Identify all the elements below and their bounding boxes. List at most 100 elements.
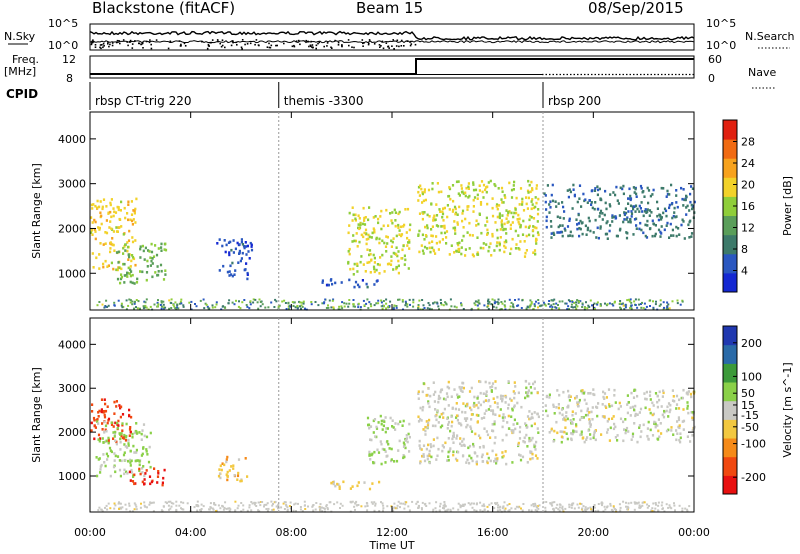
velocity-echo-cell (525, 391, 528, 394)
power-echo-cell (685, 194, 688, 198)
power-echo-cell (656, 214, 659, 218)
velocity-echo-cell (476, 421, 479, 424)
velocity-ground-cell (481, 510, 484, 513)
velocity-echo-cell (456, 459, 459, 462)
velocity-echo-cell (468, 454, 471, 458)
velocity-echo-cell (342, 480, 345, 484)
velocity-echo-cell (126, 472, 129, 475)
velocity-ground-cell (224, 501, 227, 504)
velocity-echo-cell (652, 404, 655, 407)
power-echo-cell (545, 215, 548, 219)
velocity-echo-cell (651, 434, 655, 437)
power-echo-cell (366, 261, 369, 264)
power-ground-cell (537, 299, 540, 301)
velocity-echo-cell (436, 436, 439, 440)
velocity-ground-cell (319, 509, 322, 512)
power-ground-cell (235, 299, 237, 302)
power-echo-cell (229, 264, 232, 268)
velocity-echo-cell (379, 440, 382, 443)
power-echo-cell (348, 211, 351, 215)
velocity-echo-cell (499, 397, 503, 400)
velocity-echo-cell (507, 380, 510, 383)
velocity-ground-cell (652, 502, 655, 505)
power-echo-cell (122, 246, 125, 250)
velocity-echo-cell (102, 453, 105, 456)
nsky-dot (127, 44, 129, 47)
velocity-echo-cell (380, 462, 383, 466)
velocity-echo-cell (519, 425, 522, 429)
power-ground-cell (493, 302, 496, 305)
power-echo-cell (580, 221, 583, 225)
velocity-y-tick-label: 1000 (58, 470, 86, 483)
velocity-echo-cell (682, 419, 686, 423)
velocity-echo-cell (444, 441, 447, 445)
power-ground-cell (589, 299, 592, 302)
power-echo-cell (99, 200, 102, 203)
velocity-echo-cell (527, 389, 530, 392)
velocity-echo-cell (575, 430, 578, 433)
power-ground-cell (231, 301, 234, 304)
velocity-echo-cell (485, 409, 488, 412)
power-echo-cell (604, 189, 607, 193)
nsky-dot (140, 43, 143, 46)
power-ground-cell (389, 300, 392, 303)
power-echo-cell (440, 231, 443, 235)
velocity-echo-cell (378, 480, 381, 484)
velocity-echo-cell (580, 409, 583, 413)
power-ground-cell (668, 307, 671, 310)
velocity-ground-cell (479, 509, 482, 512)
velocity-echo-cell (690, 395, 693, 399)
velocity-ground-cell (326, 508, 329, 511)
velocity-echo-cell (114, 439, 117, 442)
velocity-echo-cell (121, 429, 124, 432)
velocity-echo-cell (447, 380, 450, 384)
velocity-echo-cell (138, 463, 141, 467)
velocity-echo-cell (118, 459, 121, 462)
velocity-echo-cell (501, 394, 505, 398)
nsky-dot (236, 44, 238, 46)
power-echo-cell (623, 212, 626, 216)
x-tick-label: 00:00 (74, 526, 106, 539)
power-echo-cell (606, 220, 609, 223)
velocity-ground-cell (271, 504, 274, 507)
velocity-echo-cell (581, 437, 584, 440)
velocity-echo-cell (574, 412, 577, 415)
power-ground-cell (520, 307, 523, 309)
power-echo-cell (124, 249, 127, 252)
power-echo-cell (646, 186, 649, 190)
power-echo-cell (115, 251, 119, 254)
power-ground-cell (129, 299, 132, 302)
velocity-ground-cell (601, 504, 603, 507)
power-ground-cell (188, 301, 191, 304)
power-echo-cell (233, 273, 236, 276)
power-echo-cell (496, 228, 499, 232)
velocity-echo-cell (644, 406, 647, 410)
power-echo-cell (223, 239, 226, 242)
velocity-echo-cell (638, 424, 641, 427)
power-ground-cell (162, 300, 165, 303)
power-echo-cell (505, 217, 508, 220)
velocity-echo-cell (657, 438, 660, 441)
power-echo-cell (500, 198, 503, 201)
velocity-ground-cell (544, 506, 547, 509)
power-echo-cell (392, 251, 395, 255)
nsky-dot (385, 42, 388, 44)
velocity-echo-cell (349, 487, 352, 490)
velocity-echo-cell (100, 410, 103, 414)
power-ground-cell (551, 306, 554, 309)
velocity-echo-cell (424, 425, 427, 429)
velocity-echo-cell (104, 428, 107, 432)
velocity-echo-cell (432, 438, 435, 441)
velocity-echo-cell (128, 408, 131, 412)
power-echo-cell (515, 211, 518, 215)
velocity-echo-cell (442, 397, 446, 401)
power-echo-cell (421, 191, 424, 194)
velocity-echo-cell (141, 467, 144, 470)
power-echo-cell (368, 249, 372, 252)
power-echo-cell (120, 267, 123, 271)
velocity-echo-cell (639, 407, 643, 411)
velocity-echo-cell (390, 447, 393, 451)
velocity-ground-cell (314, 508, 317, 511)
power-echo-cell (558, 231, 561, 234)
